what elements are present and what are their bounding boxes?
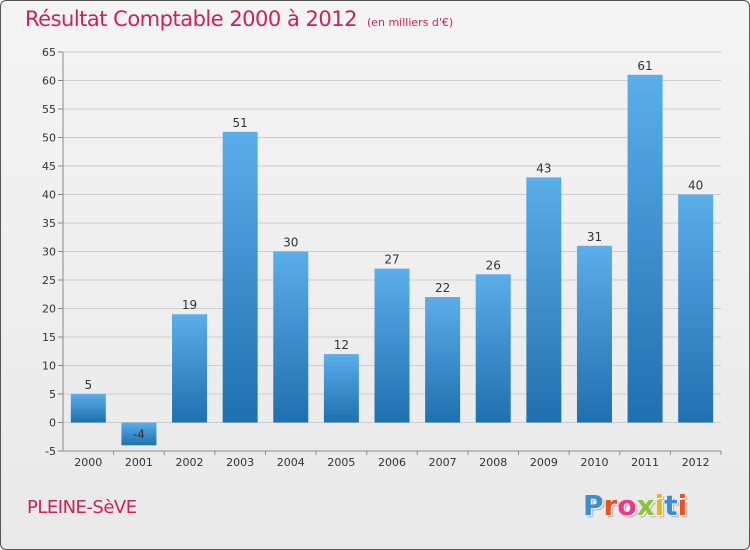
bar-2010 (576, 245, 612, 423)
value-labels: 5 -4 19 51 30 12 27 22 26 43 31 61 40 (84, 59, 703, 442)
value-label: 22 (435, 281, 450, 295)
logo-letter: i (654, 489, 665, 522)
bars (70, 74, 714, 446)
logo-letter: r (603, 489, 618, 522)
x-tick-label: 2012 (682, 456, 710, 469)
y-tick-label: 65 (42, 46, 56, 59)
y-tick-label: 55 (42, 103, 56, 116)
y-tick-label: 25 (42, 274, 56, 287)
y-tick-label: 60 (42, 75, 56, 88)
value-label: 26 (486, 258, 501, 272)
x-tick-label: 2008 (479, 456, 507, 469)
logo-letter: o (617, 489, 637, 522)
x-axis-ticks: 2000 2001 2002 2003 2004 2005 2006 2007 2008 2009… (74, 451, 722, 469)
chart-title: Résultat Comptable 2000 à 2012 (25, 7, 357, 31)
value-label: 51 (233, 116, 248, 130)
bar-2000 (70, 394, 106, 423)
y-tick-label: 10 (42, 360, 56, 373)
x-tick-label: 2003 (226, 456, 254, 469)
commune-name: PLEINE-SèVE (27, 497, 137, 518)
y-tick-label: 45 (42, 160, 56, 173)
title-row: Résultat Comptable 2000 à 2012 (en millie… (25, 7, 453, 31)
bar-2004 (273, 251, 309, 423)
value-label: 43 (536, 161, 551, 175)
y-axis-ticks: -5 0 5 10 15 20 25 30 35 40 45 50 55 60 65 (42, 46, 64, 458)
logo-letter: i (677, 489, 688, 522)
value-label: 31 (587, 230, 602, 244)
value-label: 30 (283, 236, 298, 250)
logo-letter: x (636, 489, 655, 522)
value-label: 61 (637, 59, 652, 73)
bar-2009 (526, 177, 562, 423)
chart-subtitle: (en milliers d'€) (366, 16, 454, 29)
y-tick-label: 40 (42, 189, 56, 202)
y-tick-label: -5 (45, 445, 56, 458)
value-label: 27 (384, 253, 399, 267)
bar-2007 (425, 297, 461, 423)
x-tick-label: 2010 (580, 456, 608, 469)
x-tick-label: 2004 (277, 456, 305, 469)
y-tick-label: 0 (49, 417, 56, 430)
x-tick-label: 2006 (378, 456, 406, 469)
value-label: -4 (133, 428, 145, 442)
x-tick-label: 2011 (631, 456, 659, 469)
x-tick-label: 2000 (74, 456, 102, 469)
value-label: 5 (84, 378, 92, 392)
logo-letter: P (583, 489, 604, 522)
bar-2005 (323, 354, 359, 423)
y-tick-label: 35 (42, 217, 56, 230)
bar-2001 (121, 422, 157, 446)
x-tick-label: 2005 (327, 456, 355, 469)
bar-2011 (627, 74, 663, 423)
x-tick-label: 2007 (429, 456, 457, 469)
bar-2006 (374, 268, 410, 423)
y-tick-label: 5 (49, 388, 56, 401)
y-tick-label: 15 (42, 331, 56, 344)
x-tick-label: 2002 (176, 456, 204, 469)
value-label: 40 (688, 179, 703, 193)
value-label: 19 (182, 298, 197, 312)
x-tick-label: 2009 (530, 456, 558, 469)
bar-2008 (475, 274, 511, 423)
bar-2002 (172, 314, 208, 423)
bar-2012 (678, 194, 714, 423)
proxiti-logo: Proxiti (583, 489, 687, 522)
x-tick-label: 2001 (125, 456, 153, 469)
y-tick-label: 30 (42, 246, 56, 259)
y-tick-label: 50 (42, 132, 56, 145)
bar-2003 (222, 131, 258, 423)
logo-letter: t (664, 489, 678, 522)
y-tick-label: 20 (42, 303, 56, 316)
value-label: 12 (334, 338, 349, 352)
